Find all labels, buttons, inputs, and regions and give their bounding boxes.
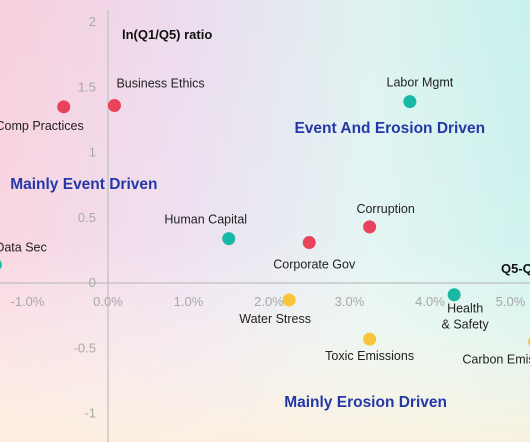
point-label-data-sec: Data Sec (0, 241, 47, 255)
x-tick-label: 1.0% (174, 294, 204, 309)
x-tick-label: 5.0% (496, 294, 526, 309)
point-label-toxic-emissions: Toxic Emissions (325, 349, 414, 363)
point-data-sec (0, 260, 2, 270)
y-tick-label: 1.5 (78, 79, 96, 94)
point-label-water-stress: Water Stress (239, 312, 311, 326)
y-tick-label: 0 (89, 275, 96, 290)
point-label-corruption: Corruption (356, 202, 414, 216)
point-business-ethics (107, 99, 121, 113)
point-label-labor-mgmt: Labor Mgmt (387, 76, 454, 90)
axes (0, 10, 530, 442)
point-label-corporate-gov: Corporate Gov (273, 258, 356, 272)
x-tick-label: 2.0% (254, 294, 284, 309)
point-label-business-ethics: Business Ethics (116, 77, 204, 91)
x-tick-label: 4.0% (415, 294, 445, 309)
x-tick-label: 3.0% (335, 294, 365, 309)
y-axis-label: ln(Q1/Q5) ratio (122, 27, 212, 42)
point-corporate-gov (302, 236, 316, 250)
point-label-carbon-emis: Carbon Emis (462, 353, 530, 367)
quadrant-label: Event And Erosion Driven (294, 120, 485, 137)
y-tick-label: -1 (84, 406, 96, 421)
point-label-health-safety: Health & Safety (442, 302, 490, 332)
point-label-comp-practices: Comp Practices (0, 119, 84, 133)
point-comp-practices (57, 100, 71, 114)
y-tick-label: -0.5 (74, 340, 96, 355)
y-tick-label: 1 (89, 145, 96, 160)
point-health-safety (447, 288, 461, 302)
quadrant-label: Mainly Event Driven (10, 176, 157, 193)
point-labels: Business Ethics Comp Practices Labor Mgmt C… (0, 76, 530, 367)
point-toxic-emissions (363, 332, 377, 346)
point-water-stress (282, 293, 296, 307)
quadrant-labels: Event And Erosion Driven Mainly Event Dri… (10, 120, 485, 411)
x-tick-label: -1.0% (11, 294, 45, 309)
point-human-capital (222, 232, 236, 246)
data-points (0, 95, 530, 347)
point-corruption (363, 220, 377, 234)
point-label-human-capital: Human Capital (164, 213, 247, 227)
x-tick-label: 0.0% (93, 294, 123, 309)
quadrant-label: Mainly Erosion Driven (284, 394, 447, 411)
y-tick-label: 2 (89, 14, 96, 29)
y-tick-label: 0.5 (78, 210, 96, 225)
point-labor-mgmt (403, 95, 417, 109)
tick-labels: -1.0% 0.0% 1.0% 2.0% 3.0% 4.0% 5.0% 2 1.5 1 0.5 0 -0… (11, 14, 526, 421)
x-axis-label: Q5-Q (501, 261, 530, 276)
